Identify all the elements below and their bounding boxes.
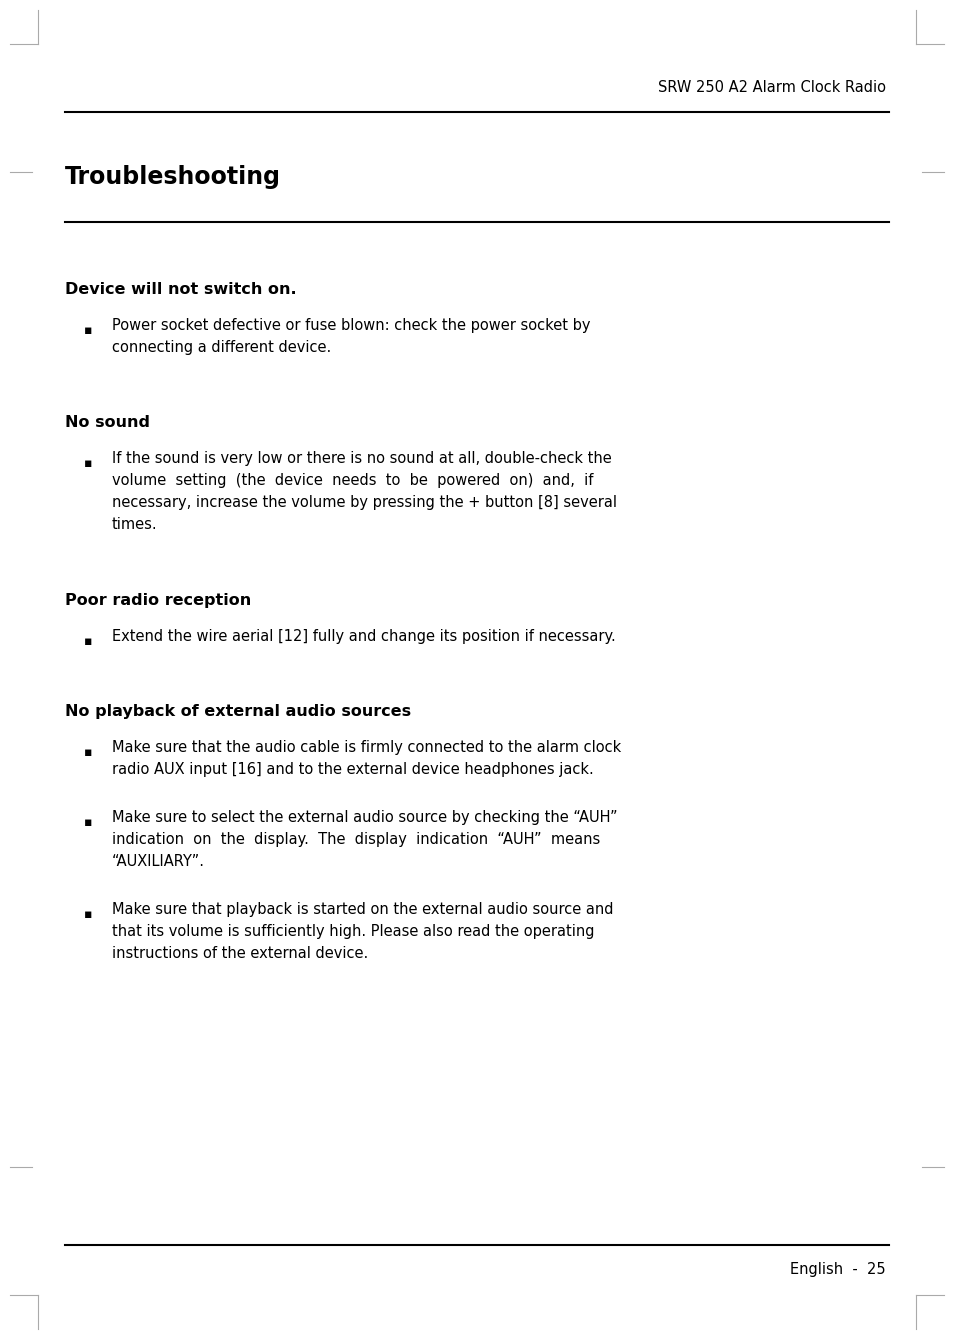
- Text: instructions of the external device.: instructions of the external device.: [112, 945, 368, 961]
- Text: No playback of external audio sources: No playback of external audio sources: [65, 704, 411, 719]
- Text: Make sure to select the external audio source by checking the “AUH”: Make sure to select the external audio s…: [112, 810, 617, 825]
- Text: Extend the wire aerial [12] fully and change its position if necessary.: Extend the wire aerial [12] fully and ch…: [112, 629, 615, 644]
- Text: times.: times.: [112, 517, 157, 532]
- Text: Device will not switch on.: Device will not switch on.: [65, 283, 296, 297]
- Text: Troubleshooting: Troubleshooting: [65, 165, 281, 189]
- Text: Power socket defective or fuse blown: check the power socket by: Power socket defective or fuse blown: ch…: [112, 317, 590, 333]
- Text: connecting a different device.: connecting a different device.: [112, 340, 331, 355]
- Text: ▪: ▪: [84, 815, 92, 829]
- Text: that its volume is sufficiently high. Please also read the operating: that its volume is sufficiently high. Pl…: [112, 924, 594, 939]
- Text: If the sound is very low or there is no sound at all, double-check the: If the sound is very low or there is no …: [112, 451, 611, 466]
- Text: No sound: No sound: [65, 415, 150, 430]
- Text: necessary, increase the volume by pressing the + button [8] several: necessary, increase the volume by pressi…: [112, 495, 617, 510]
- Text: ▪: ▪: [84, 324, 92, 337]
- Text: ▪: ▪: [84, 457, 92, 470]
- Text: “AUXILIARY”.: “AUXILIARY”.: [112, 854, 205, 869]
- Text: indication  on  the  display.  The  display  indication  “AUH”  means: indication on the display. The display i…: [112, 832, 599, 848]
- Text: radio AUX input [16] and to the external device headphones jack.: radio AUX input [16] and to the external…: [112, 762, 593, 777]
- Text: Make sure that the audio cable is firmly connected to the alarm clock: Make sure that the audio cable is firmly…: [112, 740, 620, 755]
- Text: Poor radio reception: Poor radio reception: [65, 593, 251, 608]
- Text: Make sure that playback is started on the external audio source and: Make sure that playback is started on th…: [112, 902, 613, 917]
- Text: SRW 250 A2 Alarm Clock Radio: SRW 250 A2 Alarm Clock Radio: [658, 80, 885, 95]
- Text: ▪: ▪: [84, 635, 92, 648]
- Text: ▪: ▪: [84, 746, 92, 759]
- Text: English  -  25: English - 25: [789, 1261, 885, 1277]
- Text: ▪: ▪: [84, 908, 92, 921]
- Text: volume  setting  (the  device  needs  to  be  powered  on)  and,  if: volume setting (the device needs to be p…: [112, 473, 593, 487]
